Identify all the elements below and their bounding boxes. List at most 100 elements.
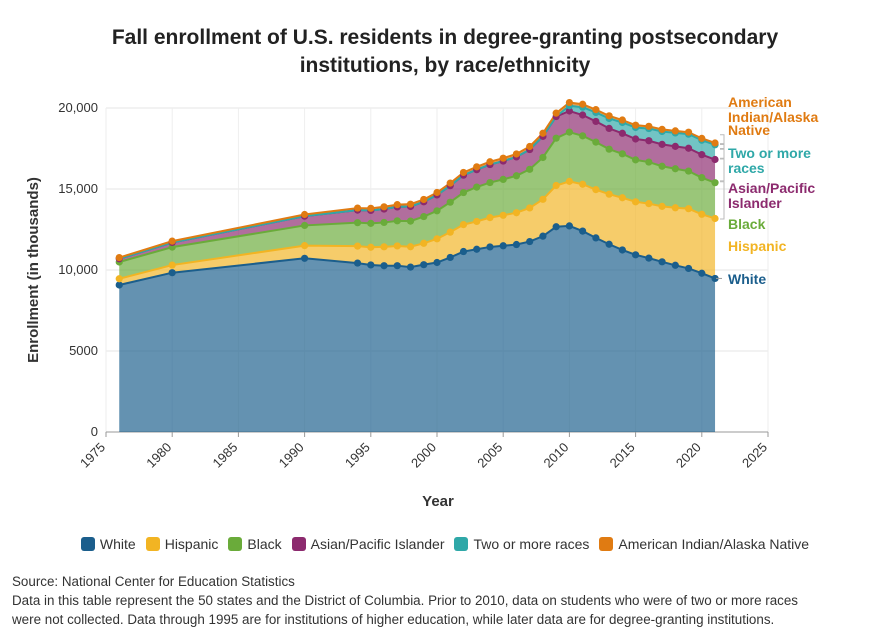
data-point — [115, 253, 123, 262]
data-point — [512, 209, 521, 217]
data-point — [168, 261, 176, 269]
data-point — [393, 242, 401, 250]
data-point — [406, 200, 415, 208]
legend-swatch — [145, 537, 160, 551]
data-point — [698, 269, 706, 277]
x-tick-label: 2005 — [474, 440, 505, 471]
data-point — [512, 172, 521, 180]
x-tick-label: 1990 — [276, 440, 307, 471]
data-point — [380, 203, 388, 211]
data-point — [592, 117, 600, 126]
data-point — [565, 98, 574, 107]
data-point — [698, 151, 706, 159]
legend-swatch — [599, 537, 614, 551]
area-white — [119, 225, 716, 432]
data-point — [473, 217, 481, 226]
legend-item[interactable]: Black — [228, 536, 282, 552]
data-point — [446, 253, 454, 262]
data-point — [486, 214, 494, 222]
y-axis-ticks: 0 5000 10,000 15,000 20,000 — [58, 100, 98, 439]
data-point — [499, 242, 507, 250]
data-point — [301, 210, 309, 219]
legend-swatch — [291, 537, 306, 551]
data-point — [618, 150, 626, 158]
legend-item[interactable]: Hispanic — [145, 536, 218, 552]
data-point — [565, 222, 574, 230]
data-point — [698, 210, 706, 218]
data-point — [632, 156, 640, 164]
data-point — [353, 242, 362, 250]
data-point — [367, 204, 375, 212]
data-point — [446, 198, 454, 206]
data-point — [301, 242, 309, 250]
data-point — [671, 204, 679, 212]
legend-label: American Indian/Alaska Native — [618, 536, 810, 552]
data-point — [301, 221, 309, 230]
label-bracket — [720, 148, 725, 159]
data-point — [684, 144, 693, 152]
data-point — [473, 245, 481, 253]
data-point — [393, 217, 401, 225]
chart-title-line2: institutions, by race/ethnicity — [300, 54, 591, 77]
data-point — [380, 243, 388, 251]
data-point — [618, 129, 626, 137]
data-point — [711, 139, 719, 147]
data-point — [711, 214, 719, 223]
data-point — [579, 227, 587, 235]
data-point — [486, 243, 494, 251]
legend-item[interactable]: Asian/Pacific Islander — [291, 536, 444, 552]
data-point — [618, 194, 626, 202]
data-point — [605, 145, 613, 153]
data-point — [671, 142, 679, 150]
data-point — [565, 107, 574, 115]
x-tick-label: 2015 — [607, 440, 638, 471]
legend-item[interactable]: White — [80, 536, 136, 552]
area-hispanic — [119, 181, 716, 285]
data-point — [684, 167, 693, 175]
legend-label: Black — [247, 536, 282, 552]
series-end-label: Black — [728, 216, 766, 232]
series-end-label: White — [728, 271, 766, 287]
y-axis-title: Enrollment (in thousands) — [25, 177, 42, 363]
data-point — [579, 132, 587, 140]
area-layers — [119, 102, 716, 432]
data-point — [486, 178, 494, 187]
data-point — [645, 254, 653, 262]
data-point — [486, 158, 494, 166]
series-end-label: American — [728, 94, 792, 110]
data-point — [380, 218, 388, 227]
data-point — [579, 111, 587, 119]
series-end-label: Hispanic — [728, 238, 787, 254]
data-point — [565, 128, 574, 136]
legend: White Hispanic Black Asian/Pacific Islander… — [0, 536, 890, 552]
data-point — [632, 121, 640, 129]
legend-item[interactable]: Two or more races — [454, 536, 589, 552]
data-point — [499, 154, 507, 162]
data-point — [539, 129, 547, 137]
source-note: Source: National Center for Education St… — [12, 574, 295, 589]
data-point — [565, 177, 574, 185]
x-tick-label: 1980 — [143, 440, 174, 471]
series-end-label: Indian/Alaska — [728, 109, 818, 125]
data-point — [539, 195, 547, 203]
data-point — [406, 217, 415, 225]
data-point — [658, 258, 666, 266]
data-point — [420, 212, 428, 221]
data-point — [433, 207, 441, 215]
series-end-label: Native — [728, 122, 770, 138]
data-point — [552, 109, 560, 117]
data-point — [592, 138, 600, 146]
data-point — [684, 205, 693, 213]
data-point — [526, 237, 534, 246]
data-point — [353, 204, 362, 212]
x-tick-label: 2010 — [540, 440, 571, 471]
data-point — [618, 116, 626, 124]
data-point — [526, 165, 534, 173]
data-point — [671, 127, 679, 135]
data-point — [168, 237, 176, 245]
series-end-label: Islander — [728, 195, 782, 211]
data-point — [420, 195, 428, 204]
x-tick-label: 2020 — [673, 440, 704, 471]
legend-item[interactable]: American Indian/Alaska Native — [599, 536, 809, 552]
data-point — [473, 163, 481, 171]
